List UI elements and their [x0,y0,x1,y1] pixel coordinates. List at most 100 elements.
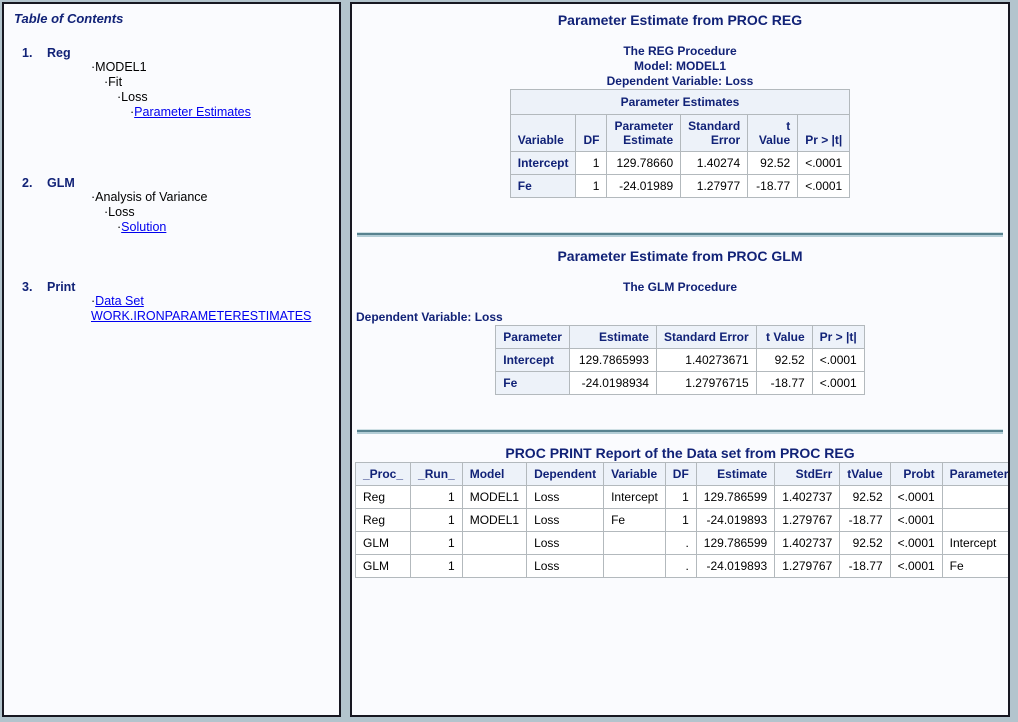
table-cell: 1 [410,531,463,555]
table-cell: -18.77 [747,174,799,198]
table-cell: 92.52 [839,531,891,555]
section-divider [357,429,1003,434]
toc-section-number: 1. [22,46,33,60]
column-header: t Value [747,114,799,152]
table-row: Intercept 1 129.78660 1.40274 92.52 <.0001 [509,151,851,175]
table-cell: -18.77 [839,554,891,578]
toc-section: 3. Print ·Data Set WORK.IRONPARAMETERESTIM… [10,280,333,324]
toc-section: 1. Reg ·MODEL1 ·Fit ·Loss ·Parameter Estimate… [10,46,333,120]
table-cell: 92.52 [747,151,799,175]
table-cell: Loss [526,531,605,555]
table-header-row: Variable DF Parameter Estimate Standard Err… [509,114,851,152]
bullet-dot: · [130,105,135,119]
toc-entry: ·Loss [10,205,333,220]
table-cell [941,485,1008,509]
column-header: Standard Error [655,325,757,349]
column-header: _Proc_ [354,462,412,486]
bullet-dot: · [104,205,109,219]
toc-section-label: Reg [47,46,71,60]
toc-title: Table of Contents [14,11,124,26]
table-cell [603,554,666,578]
results-table: _Proc_ _Run_ Model Dependent Variable DF Estim… [354,462,1008,578]
bullet-dot: · [91,60,96,74]
toc-entry-label: Loss [108,205,135,219]
table-cell: Loss [526,485,605,509]
table-cell: -18.77 [839,508,891,532]
toc-section-label: Print [47,280,76,294]
toc-entry-label: MODEL1 [95,60,147,74]
table-cell: Loss [526,508,605,532]
table-row: Reg 1 MODEL1 Loss Intercept 1 129.786599 1.4027… [354,485,1008,509]
bullet-dot: · [91,190,96,204]
report-subtitle: Dependent Variable: Loss [606,74,754,88]
table-row: GLM 1 Loss . -24.019893 1.279767 -18.77 <.000… [354,554,1008,578]
toc-frame: Table of Contents 1. Reg ·MODEL1 ·Fit ·Loss ·… [2,2,341,717]
table-cell: 1 [410,554,463,578]
table-cell: 1.402737 [774,531,841,555]
column-header: Parameter [495,325,570,349]
section-divider [357,232,1003,237]
table-cell: 92.52 [755,348,813,372]
report-title: Parameter Estimate from PROC REG [557,12,803,28]
toc-sections: 1. Reg ·MODEL1 ·Fit ·Loss ·Parameter Estimate… [10,46,333,324]
table-cell: -24.019893 [695,508,776,532]
report-title: PROC PRINT Report of the Data set from P… [505,445,855,461]
table-cell [941,508,1008,532]
bullet-dot: · [117,220,122,234]
column-header: Estimate [695,462,776,486]
row-header-cell: Intercept [495,348,570,372]
table-cell [461,554,528,578]
bullet-dot: · [91,294,96,308]
table-cell [603,531,666,555]
column-header: Model [461,462,528,486]
column-header: tValue [839,462,891,486]
table-cell: 1.279767 [774,554,841,578]
row-header-cell: Fe [509,174,577,198]
toc-section-number: 2. [22,176,33,190]
toc-link[interactable]: Solution [121,220,167,234]
column-header: Estimate [568,325,657,349]
table-cell: . [664,554,697,578]
table-cell: 92.52 [839,485,891,509]
toc-link[interactable]: Parameter Estimates [134,105,251,119]
column-header: _Run_ [410,462,463,486]
table-cell: <.0001 [797,151,851,175]
toc-section: 2. GLM ·Analysis of Variance ·Loss ·Solution [10,176,333,235]
toc-section-label: GLM [47,176,75,190]
table-cell: 129.786599 [695,531,776,555]
report-subtitle: The GLM Procedure [622,280,738,294]
table-cell: -24.01989 [606,174,682,198]
table-cell: <.0001 [889,508,943,532]
toc-section-heading: 1. Reg [10,46,333,60]
table-cell: <.0001 [889,485,943,509]
report-subtitle-block: The REG Procedure Model: MODEL1 Dependent … [355,44,1005,89]
table-cell: 1 [664,485,697,509]
table-cell: 1 [664,508,697,532]
table-cell: <.0001 [889,554,943,578]
results-table: Parameter Estimate Standard Error t Value Pr… [495,325,865,395]
table-header-row: Parameter Estimate Standard Error t Value Pr… [495,325,865,349]
table-caption-row: Parameter Estimates [509,89,851,115]
table-cell: 1 [410,485,463,509]
table-cell: 1.40273671 [655,348,757,372]
table-cell: Intercept [941,531,1008,555]
toc-link[interactable]: Data Set WORK.IRONPARAMETERESTIMATES [91,294,312,323]
table-cell: 1.402737 [774,485,841,509]
column-header: Parameter [941,462,1008,486]
column-header: Probt [889,462,943,486]
row-header-cell: Intercept [509,151,577,175]
table-cell: 129.7865993 [568,348,657,372]
table-cell: -18.77 [755,371,813,395]
table-cell: <.0001 [811,371,865,395]
column-header: Dependent [526,462,605,486]
table-cell: 129.786599 [695,485,776,509]
toc-entry: ·Fit [10,75,333,90]
table-cell: 1.279767 [774,508,841,532]
toc-entry-link-row: ·Solution [10,220,333,235]
toc-entry-label: Analysis of Variance [95,190,208,204]
table-cell: Fe [603,508,666,532]
table-row: Fe -24.0198934 1.27976715 -18.77 <.0001 [495,371,865,395]
toc-entry-label: Fit [108,75,123,89]
table-row: Reg 1 MODEL1 Loss Fe 1 -24.019893 1.279767 -18.7… [354,508,1008,532]
table-cell: 1 [575,151,608,175]
